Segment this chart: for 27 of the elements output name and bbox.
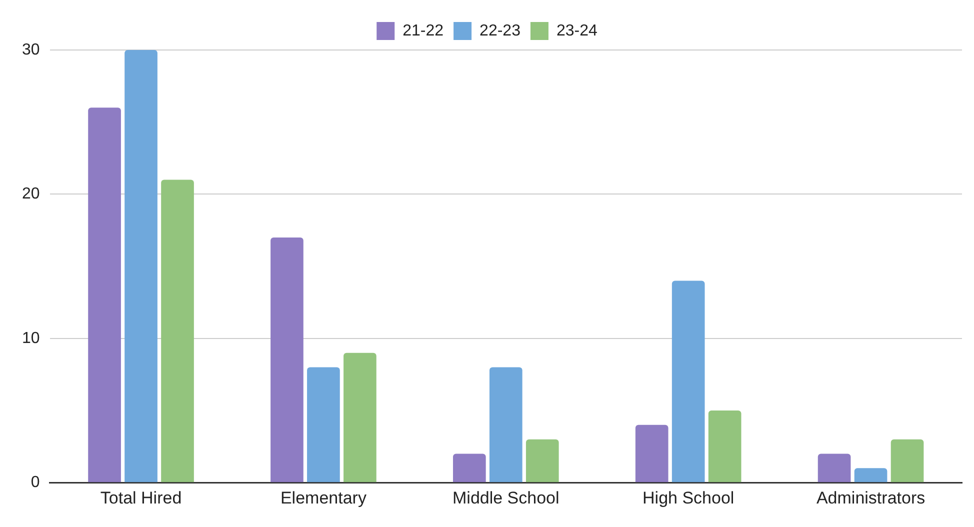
bar (344, 352, 376, 482)
bar (635, 424, 668, 482)
bar (124, 50, 158, 482)
bar (672, 280, 705, 482)
bar (452, 454, 486, 482)
x-tick-label: Middle School (452, 488, 560, 508)
y-tick-label: 0 (30, 474, 40, 492)
x-tick-label: High School (642, 488, 734, 508)
x-tick-label: Administrators (816, 488, 926, 508)
bar (161, 180, 194, 482)
y-tick-label: 20 (22, 186, 40, 203)
legend-label: 21-22 (402, 22, 444, 40)
bar (818, 454, 851, 482)
bar (88, 108, 121, 482)
y-tick-label: 10 (22, 330, 40, 347)
bar (489, 367, 522, 482)
bar (854, 468, 888, 482)
bar (708, 410, 742, 482)
bar (890, 439, 924, 482)
x-tick-label: Elementary (280, 488, 367, 508)
bar (270, 237, 304, 482)
bar (526, 439, 559, 482)
bar (307, 367, 340, 482)
x-tick-label: Total Hired (100, 488, 182, 508)
legend-label: 23-24 (556, 22, 598, 40)
legend-label: 22-23 (480, 22, 521, 40)
y-tick-label: 30 (22, 41, 40, 58)
